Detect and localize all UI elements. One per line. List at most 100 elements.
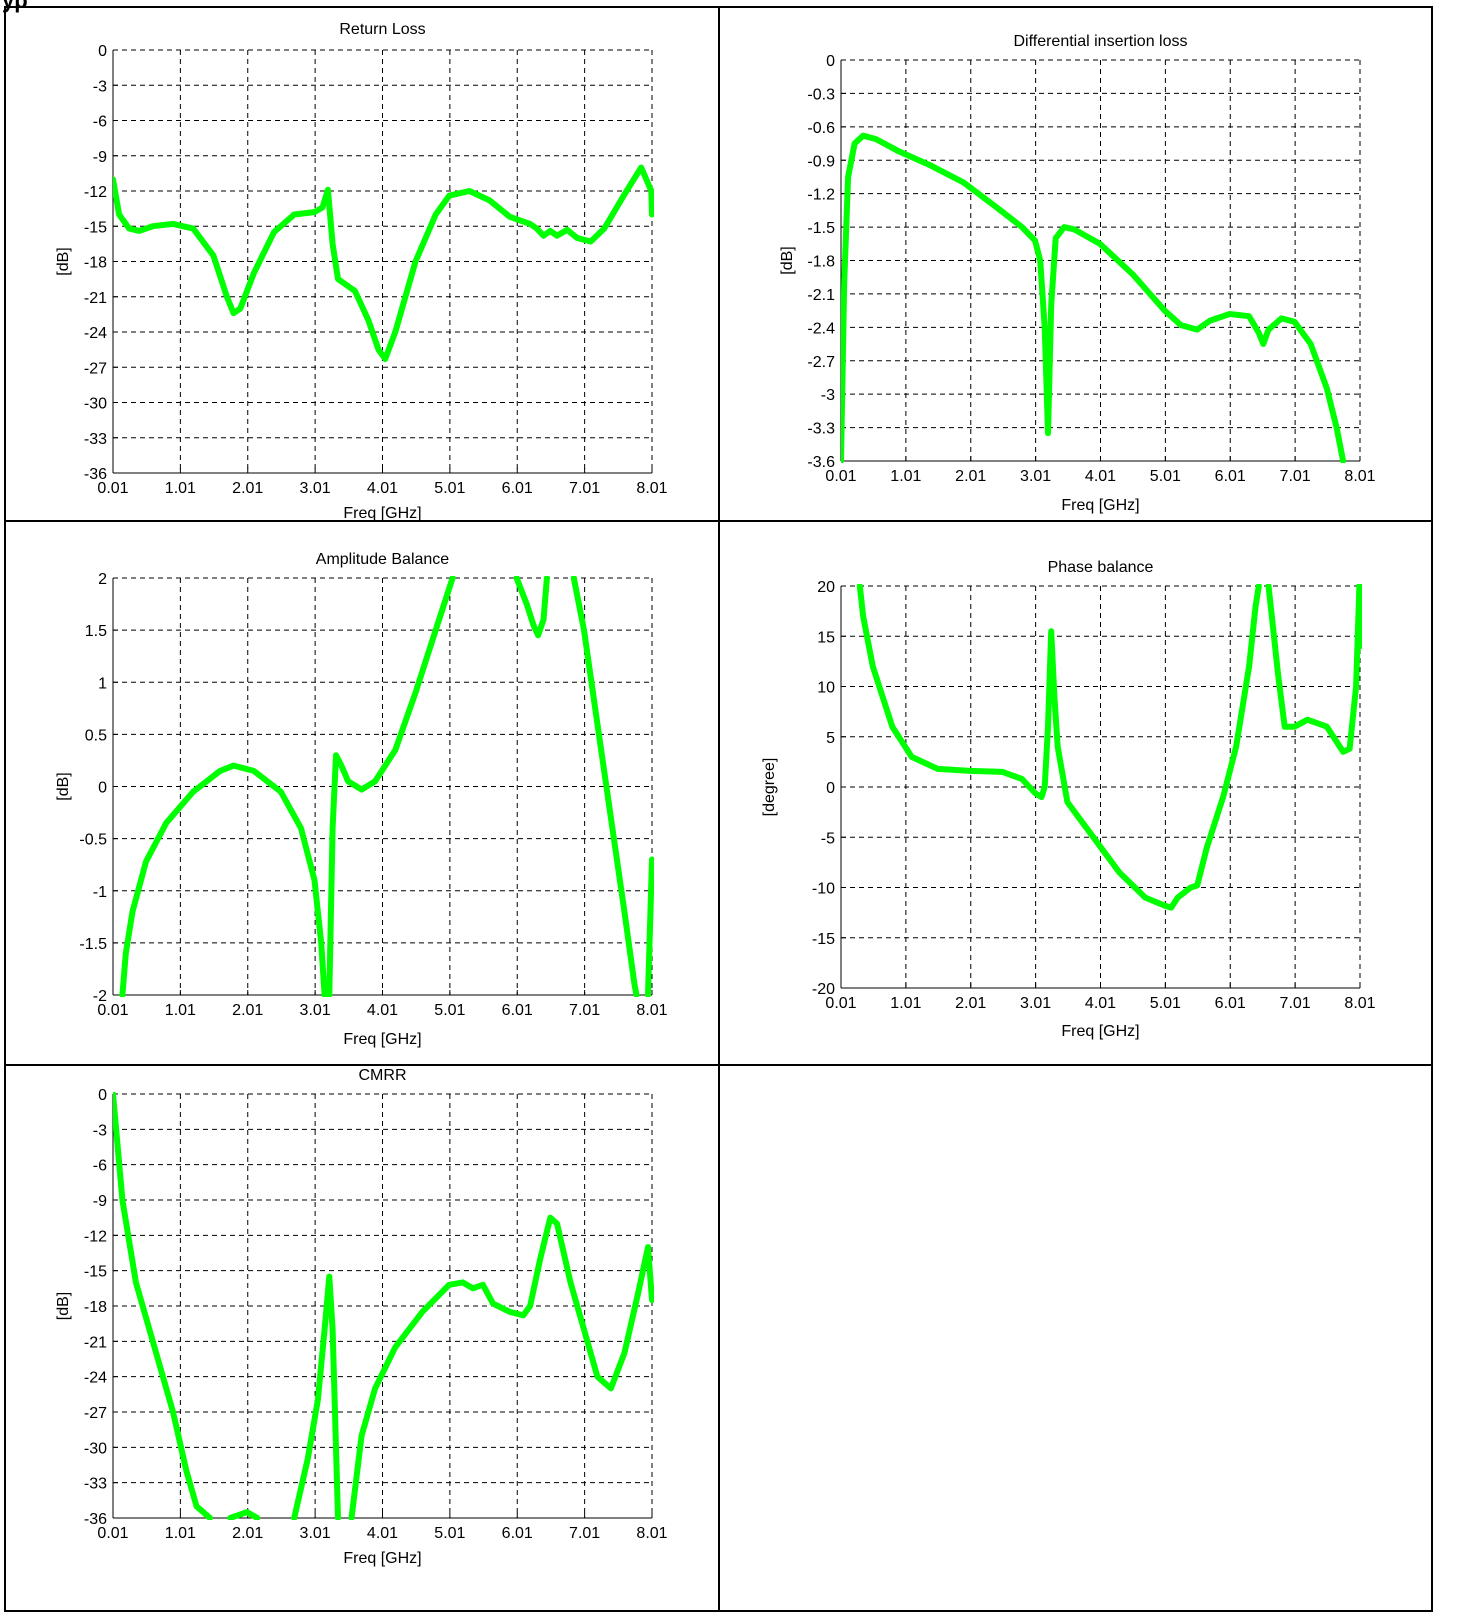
y-tick-label: -24	[84, 325, 107, 342]
y-tick-label: -33	[84, 431, 107, 448]
y-tick-label: -6	[93, 1158, 107, 1175]
y-tick-label: -2.4	[807, 320, 835, 337]
y-tick-label: 10	[817, 680, 835, 697]
data-series-line	[113, 1092, 213, 1520]
x-tick-label: 5.01	[434, 1525, 465, 1542]
y-tick-label: 0	[826, 780, 835, 797]
y-tick-label: -18	[84, 1299, 107, 1316]
data-series-line	[113, 164, 654, 362]
y-tick-label: 0	[826, 53, 835, 70]
y-tick-label: -1.8	[807, 254, 835, 271]
y-tick-label: 2	[98, 571, 107, 588]
y-tick-label: -9	[93, 1193, 107, 1210]
x-tick-label: 0.01	[825, 468, 856, 485]
y-tick-label: -18	[84, 255, 107, 272]
x-tick-label: 7.01	[569, 1525, 600, 1542]
x-tick-label: 5.01	[434, 1002, 465, 1019]
x-tick-label: 0.01	[97, 1525, 128, 1542]
y-tick-label: -3	[93, 78, 107, 95]
chart-cell: 0.01 1.01 2.01 3.01 4.01 5.01 6.01 7.01 8.01 0 -3 -…	[4, 1064, 720, 1612]
y-tick-label: 1.5	[85, 623, 107, 640]
x-tick-label: 3.01	[300, 1002, 331, 1019]
x-axis-label: Freq [GHz]	[1061, 1023, 1139, 1040]
y-tick-label: -1.2	[807, 187, 835, 204]
y-tick-label: -30	[84, 1440, 107, 1457]
x-tick-label: 1.01	[165, 1002, 196, 1019]
x-tick-label: 6.01	[1214, 995, 1245, 1012]
chart-cell: 0.01 1.01 2.01 3.01 4.01 5.01 6.01 7.01 8.01 2 1.5…	[4, 520, 720, 1066]
x-tick-label: 1.01	[890, 995, 921, 1012]
y-tick-label: -6	[93, 114, 107, 131]
x-axis-label: Freq [GHz]	[1061, 497, 1139, 514]
y-tick-label: -27	[84, 1405, 107, 1422]
chart-cell: 0.01 1.01 2.01 3.01 4.01 5.01 6.01 7.01 8.01 0 -3 -…	[4, 6, 720, 522]
chart-title: CMRR	[359, 1067, 407, 1084]
x-tick-label: 5.01	[1149, 995, 1180, 1012]
x-tick-label: 0.01	[97, 1002, 128, 1019]
y-tick-label: -0.9	[807, 153, 835, 170]
y-tick-label: -10	[811, 881, 834, 898]
y-tick-label: -3.3	[807, 421, 835, 438]
y-tick-label: -3.6	[807, 454, 835, 471]
x-tick-label: 4.01	[367, 1525, 398, 1542]
data-series-line	[513, 576, 550, 639]
x-tick-label: 4.01	[1084, 995, 1115, 1012]
x-tick-label: 2.01	[232, 1525, 263, 1542]
data-series-line	[291, 1273, 341, 1520]
chart-title: Phase balance	[1047, 559, 1153, 576]
y-tick-label: -5	[820, 830, 834, 847]
x-tick-label: 0.01	[825, 995, 856, 1012]
y-tick-label: -15	[811, 931, 834, 948]
x-tick-label: 8.01	[636, 480, 667, 497]
y-tick-label: -15	[84, 1264, 107, 1281]
y-axis-label: [dB]	[779, 246, 796, 274]
data-series-line	[645, 856, 654, 997]
y-tick-label: -12	[84, 184, 107, 201]
y-tick-label: 1	[98, 675, 107, 692]
y-tick-label: 0	[98, 780, 107, 797]
data-series-line	[119, 762, 328, 997]
data-series-line	[227, 1509, 261, 1520]
data-series-line	[840, 132, 1346, 463]
y-tick-label: -20	[811, 981, 834, 998]
x-tick-label: 5.01	[434, 480, 465, 497]
data-series-line	[570, 576, 640, 997]
x-tick-label: 6.01	[1214, 468, 1245, 485]
x-tick-label: 7.01	[1279, 468, 1310, 485]
x-tick-label: 4.01	[1084, 468, 1115, 485]
x-tick-label: 8.01	[636, 1525, 667, 1542]
y-tick-label: -1.5	[807, 220, 835, 237]
y-tick-label: -36	[84, 1511, 107, 1528]
x-tick-label: 0.01	[97, 480, 128, 497]
y-axis-label: [dB]	[55, 772, 72, 800]
y-tick-label: -1	[93, 884, 107, 901]
x-tick-label: 2.01	[232, 480, 263, 497]
return-loss-chart: 0.01 1.01 2.01 3.01 4.01 5.01 6.01 7.01 8.01 0 -3 -…	[55, 21, 668, 520]
x-tick-label: 8.01	[1344, 995, 1375, 1012]
phase-balance-chart: 0.01 1.01 2.01 3.01 4.01 5.01 6.01 7.01 8.01 20 15…	[761, 559, 1376, 1040]
x-tick-label: 2.01	[232, 1002, 263, 1019]
x-tick-label: 3.01	[300, 1525, 331, 1542]
y-tick-label: -2.1	[807, 287, 835, 304]
y-axis-label: [dB]	[55, 247, 72, 275]
x-tick-label: 7.01	[569, 480, 600, 497]
cmrr-chart: 0.01 1.01 2.01 3.01 4.01 5.01 6.01 7.01 8.01 0 -3 -…	[55, 1067, 668, 1567]
data-series-line	[326, 576, 456, 997]
x-tick-label: 4.01	[367, 1002, 398, 1019]
y-tick-label: -24	[84, 1370, 107, 1387]
y-tick-label: -21	[84, 290, 107, 307]
x-tick-label: 5.01	[1149, 468, 1180, 485]
y-tick-label: -33	[84, 1476, 107, 1493]
x-tick-label: 6.01	[502, 1002, 533, 1019]
y-tick-label: -0.3	[807, 86, 835, 103]
y-tick-label: -0.6	[807, 120, 835, 137]
chart-grid-table: 0.01 1.01 2.01 3.01 4.01 5.01 6.01 7.01 8.01 0 -3 -…	[4, 6, 1433, 1612]
y-tick-label: 15	[817, 629, 835, 646]
x-tick-label: 1.01	[890, 468, 921, 485]
y-tick-label: -27	[84, 360, 107, 377]
x-tick-label: 8.01	[636, 1002, 667, 1019]
y-tick-label: -15	[84, 219, 107, 236]
chart-cell: 0.01 1.01 2.01 3.01 4.01 5.01 6.01 7.01 8.01 20 15…	[717, 520, 1433, 1066]
y-tick-label: -2.7	[807, 354, 835, 371]
data-series-line	[1265, 584, 1362, 755]
